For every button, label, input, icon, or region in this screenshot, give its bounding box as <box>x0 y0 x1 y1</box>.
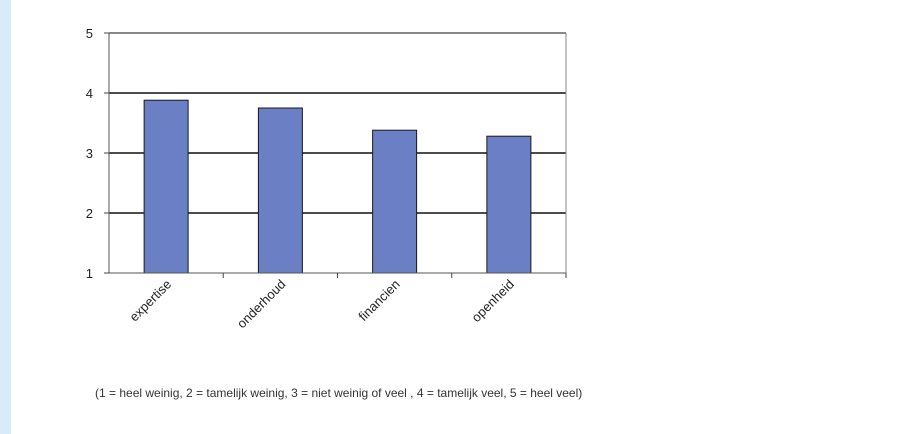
bar-financien <box>372 129 418 274</box>
bar-onderhoud <box>257 107 303 274</box>
category-label-openheid: openheid <box>469 277 517 325</box>
category-labels: expertise onderhoud financien openheid <box>126 277 517 332</box>
y-tick-label-3: 3 <box>86 146 93 161</box>
y-tick-label-5: 5 <box>86 26 93 41</box>
category-label-onderhoud: onderhoud <box>234 277 289 332</box>
y-tick-label-2: 2 <box>86 206 93 221</box>
bars <box>143 99 532 274</box>
category-label-financien: financien <box>355 277 402 324</box>
axes <box>104 32 567 278</box>
bar-expertise <box>143 99 189 274</box>
y-tick-label-1: 1 <box>86 266 93 281</box>
category-label-expertise: expertise <box>126 277 174 325</box>
left-background-strip <box>0 0 11 434</box>
y-tick-label-4: 4 <box>86 86 93 101</box>
bar-openheid <box>486 135 532 274</box>
scale-footnote: (1 = heel weinig, 2 = tamelijk weinig, 3… <box>95 386 583 400</box>
y-tick-labels: 1 2 3 4 5 <box>86 26 93 281</box>
